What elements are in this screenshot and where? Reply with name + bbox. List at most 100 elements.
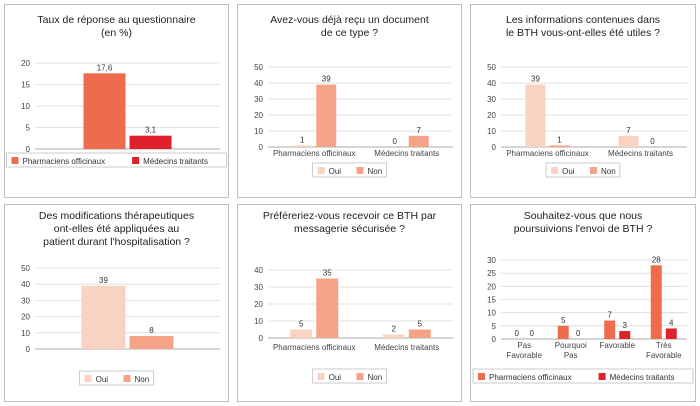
legend-label: Non [601,167,616,176]
bar [665,328,677,339]
bar [549,145,570,147]
y-tick-label: 10 [487,309,496,318]
legend: Pharmaciens officinaux Médecins traitants [6,152,227,168]
legend-label: Oui [562,167,575,176]
y-tick-label: 40 [21,280,30,289]
data-label: 17,6 [97,63,113,72]
x-category-label: Pharmaciens officinaux [506,149,589,158]
chart-panel-continue-sending: Souhaitez-vous que nous poursuivions l'en… [470,204,696,402]
y-tick-label: 15 [21,81,30,90]
y-tick-label: 50 [487,63,496,72]
chart-title-line: (en %) [101,27,132,39]
chart-svg-response-rate: Taux de réponse au questionnaire(en %) 0 5… [6,14,227,168]
legend-label: Oui [329,373,342,382]
x-category-label: Médecins traitants [608,149,673,158]
legend-swatch [11,157,19,164]
x-category-label: Pourquoi [555,341,587,350]
legend-label: Médecins traitants [143,157,208,166]
data-label: 39 [531,75,540,84]
chart-panel-already-received: Avez-vous déjà reçu un document de ce typ… [237,4,462,198]
chart-title-line: le BTH vous-ont-elles été utiles ? [506,27,660,39]
x-category-label: Favorable [506,351,542,360]
chart-title-line: ont-elles été appliquées au [54,223,180,235]
data-label: 39 [322,75,331,84]
y-tick-label: 0 [26,145,31,154]
x-category-label: Médecins traitants [374,343,439,352]
bar [292,145,313,147]
data-label: 7 [608,311,613,320]
legend-box [472,368,694,384]
data-label: 4 [669,318,674,327]
legend: Oui Non [312,162,387,178]
data-label: 7 [417,126,422,135]
legend-swatch [590,167,597,174]
y-tick-label: 5 [26,124,31,133]
chart-panel-secure-messaging: Préféreriez-vous recevoir ce BTH par mess… [237,204,462,402]
y-tick-label: 15 [487,296,496,305]
y-tick-label: 30 [254,95,263,104]
y-tick-label: 30 [21,296,30,305]
data-label: 7 [626,126,631,135]
bar [290,329,313,338]
x-category-label: Favorable [646,351,682,360]
y-tick-label: 50 [21,264,30,273]
legend-box [6,152,227,168]
legend-label: Non [135,375,150,384]
y-tick-label: 0 [26,345,31,354]
data-label: 28 [652,255,661,264]
data-label: 0 [530,329,535,338]
x-category-label: Pas [517,341,531,350]
bar [129,336,174,349]
legend-swatch [317,373,325,380]
y-tick-label: 10 [21,329,30,338]
chart-title-line: poursuivions l'envoi de BTH ? [514,223,653,235]
legend-swatch [317,167,325,174]
legend-swatch [598,373,606,380]
legend-swatch [84,375,92,382]
chart-panel-response-rate: Taux de réponse au questionnaire (en %) 0 5… [4,4,229,198]
legend-box [312,368,387,384]
data-label: 35 [323,269,332,278]
legend-swatch [551,167,559,174]
chart-title-line: Préféreriez-vous recevoir ce BTH par [263,210,437,222]
bar [81,285,126,349]
x-category-label: Pharmaciens officinaux [273,343,356,352]
bar [525,84,546,147]
data-label: 5 [299,320,304,329]
x-category-label: Favorable [599,341,635,350]
chart-svg-therapeutic-changes: Des modifications thérapeutiquesont-elle… [21,210,220,386]
y-tick-label: 10 [487,127,496,136]
y-tick-label: 0 [259,143,264,152]
y-tick-label: 0 [492,335,497,344]
legend-label: Pharmaciens officinaux [489,373,572,382]
data-label: 0 [576,329,581,338]
legend-swatch [132,157,140,164]
legend: Oui Non [312,368,387,384]
y-tick-label: 20 [487,111,496,120]
legend-swatch [356,167,364,174]
bar [382,334,405,338]
legend-swatch [478,373,485,380]
data-label: 8 [149,326,154,335]
bar [618,135,639,147]
chart-title-line: Des modifications thérapeutiques [39,210,194,222]
y-tick-label: 30 [487,95,496,104]
chart-title-line: Les informations contenues dans [506,14,660,26]
legend-label: Pharmaciens officinaux [23,157,106,166]
x-category-label: Médecins traitants [374,149,439,158]
chart-panel-info-useful: Les informations contenues dans le BTH vo… [470,4,696,198]
y-tick-label: 20 [254,111,263,120]
data-label: 1 [300,135,305,144]
data-label: 2 [392,325,397,334]
chart-title-line: de ce type ? [321,27,378,39]
y-tick-label: 25 [487,269,496,278]
chart-panel-therapeutic-changes: Des modifications thérapeutiques ont-elle… [4,204,229,402]
y-tick-label: 0 [259,334,264,343]
y-tick-label: 40 [254,79,263,88]
y-tick-label: 20 [21,313,30,322]
data-label: 0 [650,137,655,146]
bar [129,135,172,149]
bar [408,329,431,338]
y-tick-label: 20 [21,59,30,68]
